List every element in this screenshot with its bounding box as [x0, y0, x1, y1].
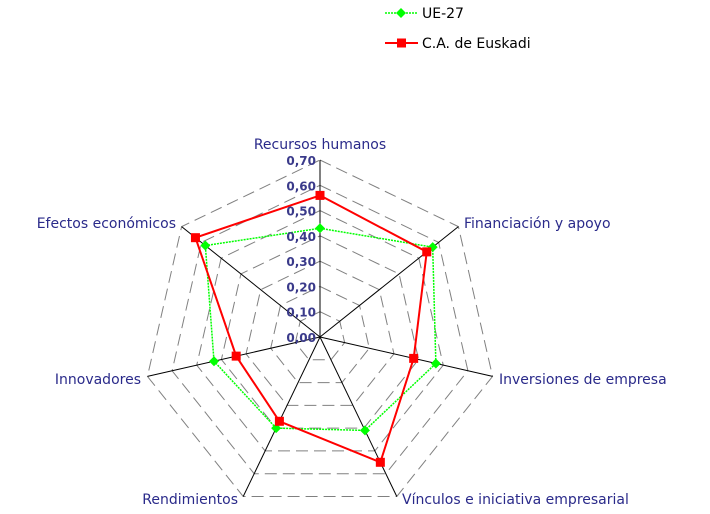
- tick-label: 0,10: [286, 306, 316, 320]
- axis-label: Vínculos e iniciativa empresarial: [402, 492, 629, 508]
- tick-label: 0,30: [286, 255, 316, 269]
- grid-ring: [245, 260, 395, 406]
- legend-label: UE-27: [422, 6, 464, 22]
- legend-diamond-icon: [396, 8, 406, 18]
- square-marker-icon: [231, 351, 241, 361]
- radar-axes: [147, 160, 493, 497]
- axis-label: Rendimientos: [142, 492, 238, 508]
- tick-label: 0,20: [286, 280, 316, 294]
- diamond-marker-icon: [430, 358, 441, 369]
- series-line-0: [204, 227, 437, 432]
- axis-line: [319, 336, 398, 497]
- diamond-marker-icon: [208, 356, 219, 367]
- tick-label: 0,50: [286, 205, 316, 219]
- diamond-marker-icon: [315, 223, 325, 234]
- axis-line: [319, 336, 493, 377]
- axis-labels: Recursos humanos Financiación y apoyo Inve…: [37, 137, 667, 508]
- diamond-marker-icon: [200, 240, 211, 251]
- square-marker-icon: [315, 190, 325, 200]
- legend-label: C.A. de Euskadi: [422, 36, 531, 52]
- axis-label: Recursos humanos: [254, 137, 386, 153]
- grid-ring: [220, 235, 420, 429]
- axis-line: [242, 336, 321, 497]
- axis-line: [319, 226, 459, 338]
- radar-series: [190, 190, 441, 467]
- axis-label: Inversiones de empresa: [499, 372, 667, 388]
- legend: UE-27 C.A. de Euskadi: [385, 6, 531, 52]
- tick-label: 0,60: [286, 179, 316, 193]
- square-marker-icon: [422, 247, 432, 257]
- diamond-marker-icon: [359, 425, 370, 436]
- square-marker-icon: [190, 233, 200, 243]
- grid-ring: [171, 184, 469, 475]
- series-line-1: [194, 194, 428, 464]
- radial-tick-labels: 0,00 0,10 0,20 0,30 0,40 0,50 0,60 0,70: [286, 154, 316, 345]
- axis-label: Innovadores: [55, 372, 141, 388]
- square-marker-icon: [375, 457, 385, 467]
- grid-ring: [294, 311, 346, 361]
- tick-label: 0,00: [286, 331, 316, 345]
- legend-square-icon: [397, 38, 406, 48]
- square-marker-icon: [274, 416, 284, 426]
- axis-label: Financiación y apoyo: [464, 216, 611, 232]
- axis-label: Efectos económicos: [37, 216, 176, 232]
- tick-label: 0,40: [286, 230, 316, 244]
- grid-ring: [270, 285, 370, 384]
- tick-label: 0,70: [286, 154, 316, 168]
- square-marker-icon: [409, 353, 419, 363]
